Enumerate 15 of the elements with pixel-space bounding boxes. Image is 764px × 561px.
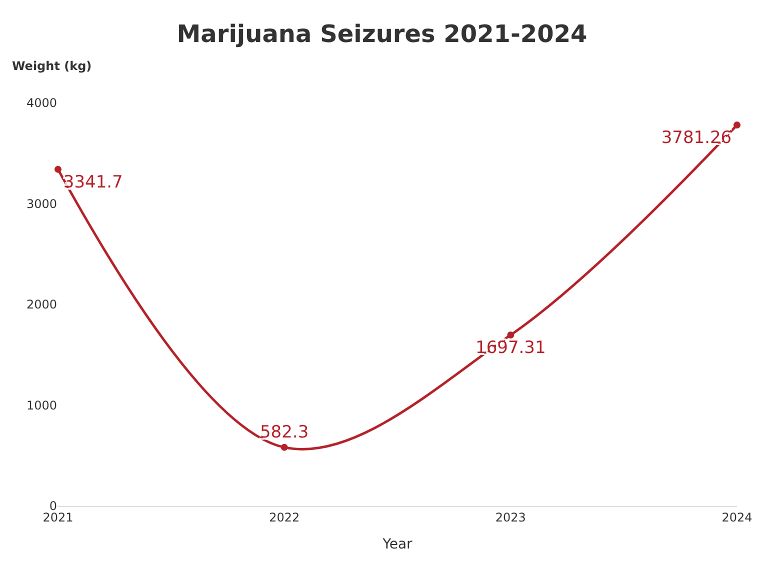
chart-title: Marijuana Seizures 2021-2024 bbox=[176, 20, 588, 48]
point bbox=[54, 166, 62, 173]
x-tick-label: 2022 bbox=[269, 510, 300, 524]
y-tick-label: 1000 bbox=[26, 398, 57, 412]
y-tick-label: 4000 bbox=[26, 96, 57, 110]
x-tick-label: 2023 bbox=[495, 510, 526, 524]
x-tick-label: 2024 bbox=[722, 510, 752, 524]
point bbox=[507, 332, 514, 338]
point bbox=[280, 444, 288, 451]
data-label: 582.3 bbox=[260, 422, 309, 443]
x-axis-title: Year bbox=[382, 536, 413, 553]
y-tick-label: 3000 bbox=[26, 196, 57, 211]
y-axis-title: Weight (kg) bbox=[12, 59, 92, 73]
y-tick-label: 2000 bbox=[26, 298, 57, 312]
point bbox=[734, 122, 740, 129]
